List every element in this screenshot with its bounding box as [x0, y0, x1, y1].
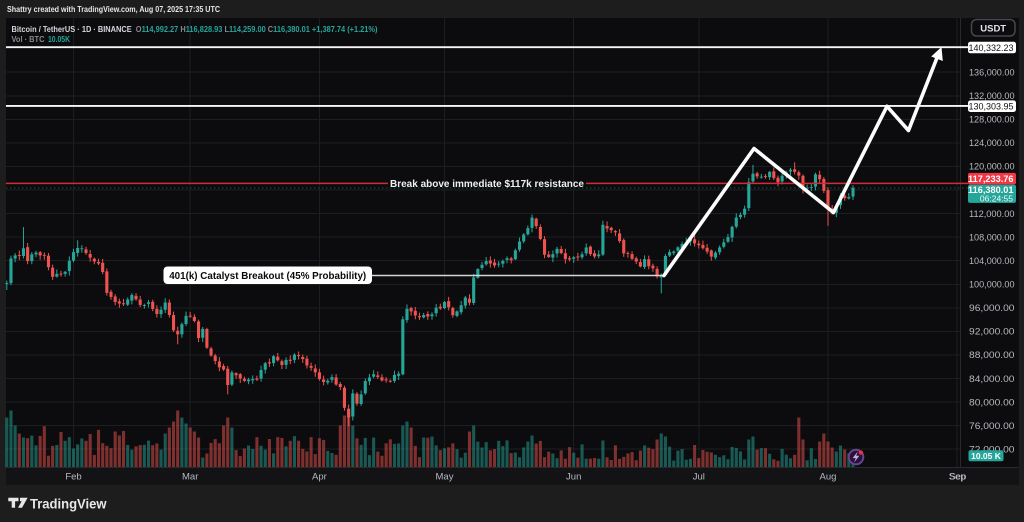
svg-text:80,000.00: 80,000.00 — [969, 397, 1015, 408]
svg-text:120,000.00: 120,000.00 — [969, 162, 1015, 173]
svg-text:140,332.23: 140,332.23 — [969, 43, 1014, 54]
svg-text:Bitcoin / TetherUS · 1D · BINA: Bitcoin / TetherUS · 1D · BINANCE O114,9… — [12, 24, 378, 34]
svg-text:06:24:55: 06:24:55 — [980, 194, 1013, 204]
svg-text:117,233.76: 117,233.76 — [968, 174, 1014, 185]
svg-text:112,000.00: 112,000.00 — [969, 209, 1015, 220]
svg-text:Apr: Apr — [312, 472, 327, 483]
svg-text:Vol · BTC: Vol · BTC — [12, 34, 45, 44]
svg-text:128,000.00: 128,000.00 — [969, 115, 1015, 126]
svg-text:Break above immediate $117k re: Break above immediate $117k resistance — [390, 178, 584, 190]
svg-text:130,303.95: 130,303.95 — [969, 102, 1014, 113]
svg-text:104,000.00: 104,000.00 — [969, 256, 1015, 267]
svg-text:10.05K: 10.05K — [48, 34, 71, 44]
svg-text:116,380.01: 116,380.01 — [968, 185, 1014, 196]
svg-text:401(k) Catalyst Breakout (45%: 401(k) Catalyst Breakout (45% Probabilit… — [169, 271, 366, 282]
svg-text:Jul: Jul — [693, 472, 705, 483]
svg-text:84,000.00: 84,000.00 — [969, 374, 1015, 385]
svg-text:96,000.00: 96,000.00 — [969, 303, 1015, 314]
svg-text:10.05 K: 10.05 K — [971, 451, 1002, 461]
svg-text:Mar: Mar — [182, 472, 198, 483]
svg-text:108,000.00: 108,000.00 — [969, 232, 1015, 243]
svg-text:76,000.00: 76,000.00 — [969, 421, 1015, 432]
svg-text:May: May — [436, 472, 454, 483]
svg-text:100,000.00: 100,000.00 — [969, 280, 1015, 291]
svg-text:92,000.00: 92,000.00 — [969, 327, 1015, 338]
svg-text:88,000.00: 88,000.00 — [969, 350, 1015, 361]
svg-text:USDT: USDT — [980, 23, 1006, 34]
svg-text:72,000.00: 72,000.00 — [969, 444, 1015, 455]
svg-text:136,000.00: 136,000.00 — [969, 67, 1015, 78]
svg-text:Sep: Sep — [949, 472, 966, 483]
svg-text:Jun: Jun — [566, 472, 581, 483]
svg-text:TradingView: TradingView — [30, 496, 107, 512]
svg-text:Shattry created with TradingVi: Shattry created with TradingView.com, Au… — [7, 5, 220, 14]
svg-text:132,000.00: 132,000.00 — [969, 91, 1015, 102]
svg-text:Feb: Feb — [65, 472, 81, 483]
svg-text:Aug: Aug — [820, 472, 837, 483]
svg-text:124,000.00: 124,000.00 — [969, 138, 1015, 149]
svg-text:Sep: Sep — [949, 472, 966, 483]
